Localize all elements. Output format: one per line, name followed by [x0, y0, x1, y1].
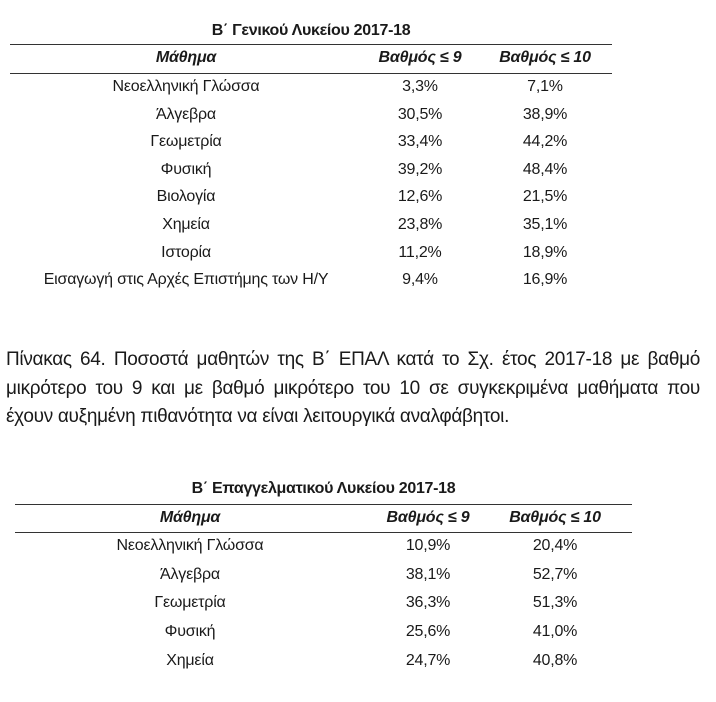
- table-row: Νεοελληνική Γλώσσα 3,3% 7,1%: [10, 78, 612, 102]
- table-row: Χημεία 23,8% 35,1%: [10, 216, 612, 240]
- grade-le-9-cell: 25,6%: [405, 623, 451, 641]
- subject-cell: Νεοελληνική Γλώσσα: [112, 78, 260, 95]
- grade-le-10-cell: 41,0%: [532, 623, 578, 641]
- grade-le-9-cell: 10,9%: [405, 537, 451, 554]
- table-general-lyceum: Β΄ Γενικού Λυκείου 2017-18 Μάθημα Βαθμός …: [10, 20, 612, 300]
- table-top-rule: [15, 504, 632, 505]
- table-row: Γεωμετρία 33,4% 44,2%: [10, 133, 612, 157]
- table-header-row: Μάθημα Βαθμός ≤ 9 Βαθμός ≤ 10: [10, 49, 612, 73]
- subject-cell: Φυσική: [164, 623, 216, 641]
- grade-le-10-cell: 48,4%: [522, 160, 568, 178]
- grade-le-10-cell: 52,7%: [532, 565, 578, 583]
- table-row: Χημεία 24,7% 40,8%: [15, 652, 632, 676]
- table-row: Γεωμετρία 36,3% 51,3%: [15, 594, 632, 618]
- subject-cell: Φυσική: [160, 160, 212, 178]
- subject-cell: Άλγεβρα: [160, 565, 220, 583]
- grade-le-10-cell: 18,9%: [522, 243, 568, 261]
- table-row: Νεοελληνική Γλώσσα 10,9% 20,4%: [15, 537, 632, 561]
- subject-cell: Ιστορία: [161, 243, 211, 261]
- grade-le-9-cell: 30,5%: [397, 105, 443, 123]
- grade-le-10-cell: Βαθμός ≤ 10: [499, 49, 591, 66]
- subject-cell: Γεωμετρία: [154, 594, 226, 612]
- grade-le-9-cell: 38,1%: [405, 565, 451, 583]
- grade-le-10-cell: 38,9%: [522, 105, 568, 123]
- grade-le-9-cell: 12,6%: [397, 188, 443, 206]
- table-header-rule: [10, 73, 612, 74]
- table-title: Β΄ Γενικού Λυκείου 2017-18: [211, 22, 411, 39]
- subject-cell: Βιολογία: [156, 188, 216, 206]
- grade-le-9-cell: 9,4%: [402, 271, 438, 289]
- subject-cell: Γεωμετρία: [150, 133, 222, 151]
- grade-le-10-cell: 7,1%: [527, 78, 563, 95]
- grade-le-10-cell: 35,1%: [522, 216, 568, 233]
- grade-le-10-cell: 20,4%: [532, 537, 578, 554]
- grade-le-10-cell: 51,3%: [532, 594, 578, 612]
- table-header-rule: [15, 532, 632, 533]
- grade-le-10-cell: 44,2%: [522, 133, 568, 151]
- subject-cell: Εισαγωγή στις Αρχές Επιστήμης των Η/Υ: [43, 271, 329, 289]
- grade-le-9-cell: Βαθμός ≤ 9: [378, 49, 462, 66]
- table-row: Βιολογία 12,6% 21,5%: [10, 188, 612, 212]
- subject-cell: Άλγεβρα: [156, 105, 216, 123]
- subject-cell: Μάθημα: [155, 49, 217, 66]
- grade-le-10-cell: 16,9%: [522, 271, 568, 289]
- grade-le-9-cell: 11,2%: [398, 243, 442, 261]
- table-row: Φυσική 25,6% 41,0%: [15, 623, 632, 647]
- subject-cell: Χημεία: [162, 216, 210, 233]
- grade-le-9-cell: 33,4%: [397, 133, 443, 151]
- grade-le-9-cell: 36,3%: [405, 594, 451, 612]
- table-row: Εισαγωγή στις Αρχές Επιστήμης των Η/Υ 9,4…: [10, 271, 612, 295]
- grade-le-10-cell: Βαθμός ≤ 10: [509, 509, 601, 526]
- subject-cell: Μάθημα: [159, 509, 221, 526]
- grade-le-9-cell: Βαθμός ≤ 9: [386, 509, 470, 526]
- table-title: Β΄ Επαγγελματικού Λυκείου 2017-18: [191, 480, 456, 497]
- grade-le-9-cell: 39,2%: [397, 160, 443, 178]
- grade-le-9-cell: 23,8%: [397, 216, 443, 233]
- grade-le-10-cell: 21,5%: [522, 188, 568, 206]
- table-header-row: Μάθημα Βαθμός ≤ 9 Βαθμός ≤ 10: [15, 509, 632, 533]
- grade-le-9-cell: 24,7%: [405, 651, 451, 669]
- table-row: Άλγεβρα 30,5% 38,9%: [10, 106, 612, 130]
- grade-le-10-cell: 40,8%: [532, 651, 578, 669]
- table-row: Ιστορία 11,2% 18,9%: [10, 244, 612, 268]
- table-caption: Πίνακας 64. Ποσοστά μαθητών της Β΄ ΕΠΑΛ …: [6, 349, 700, 427]
- table-vocational-lyceum: Β΄ Επαγγελματικού Λυκείου 2017-18 Μάθημα…: [15, 478, 632, 678]
- grade-le-9-cell: 3,3%: [402, 78, 438, 95]
- subject-cell: Χημεία: [166, 651, 214, 669]
- subject-cell: Νεοελληνική Γλώσσα: [116, 537, 264, 554]
- table-row: Φυσική 39,2% 48,4%: [10, 161, 612, 185]
- table-row: Άλγεβρα 38,1% 52,7%: [15, 566, 632, 590]
- table-top-rule: [10, 44, 612, 45]
